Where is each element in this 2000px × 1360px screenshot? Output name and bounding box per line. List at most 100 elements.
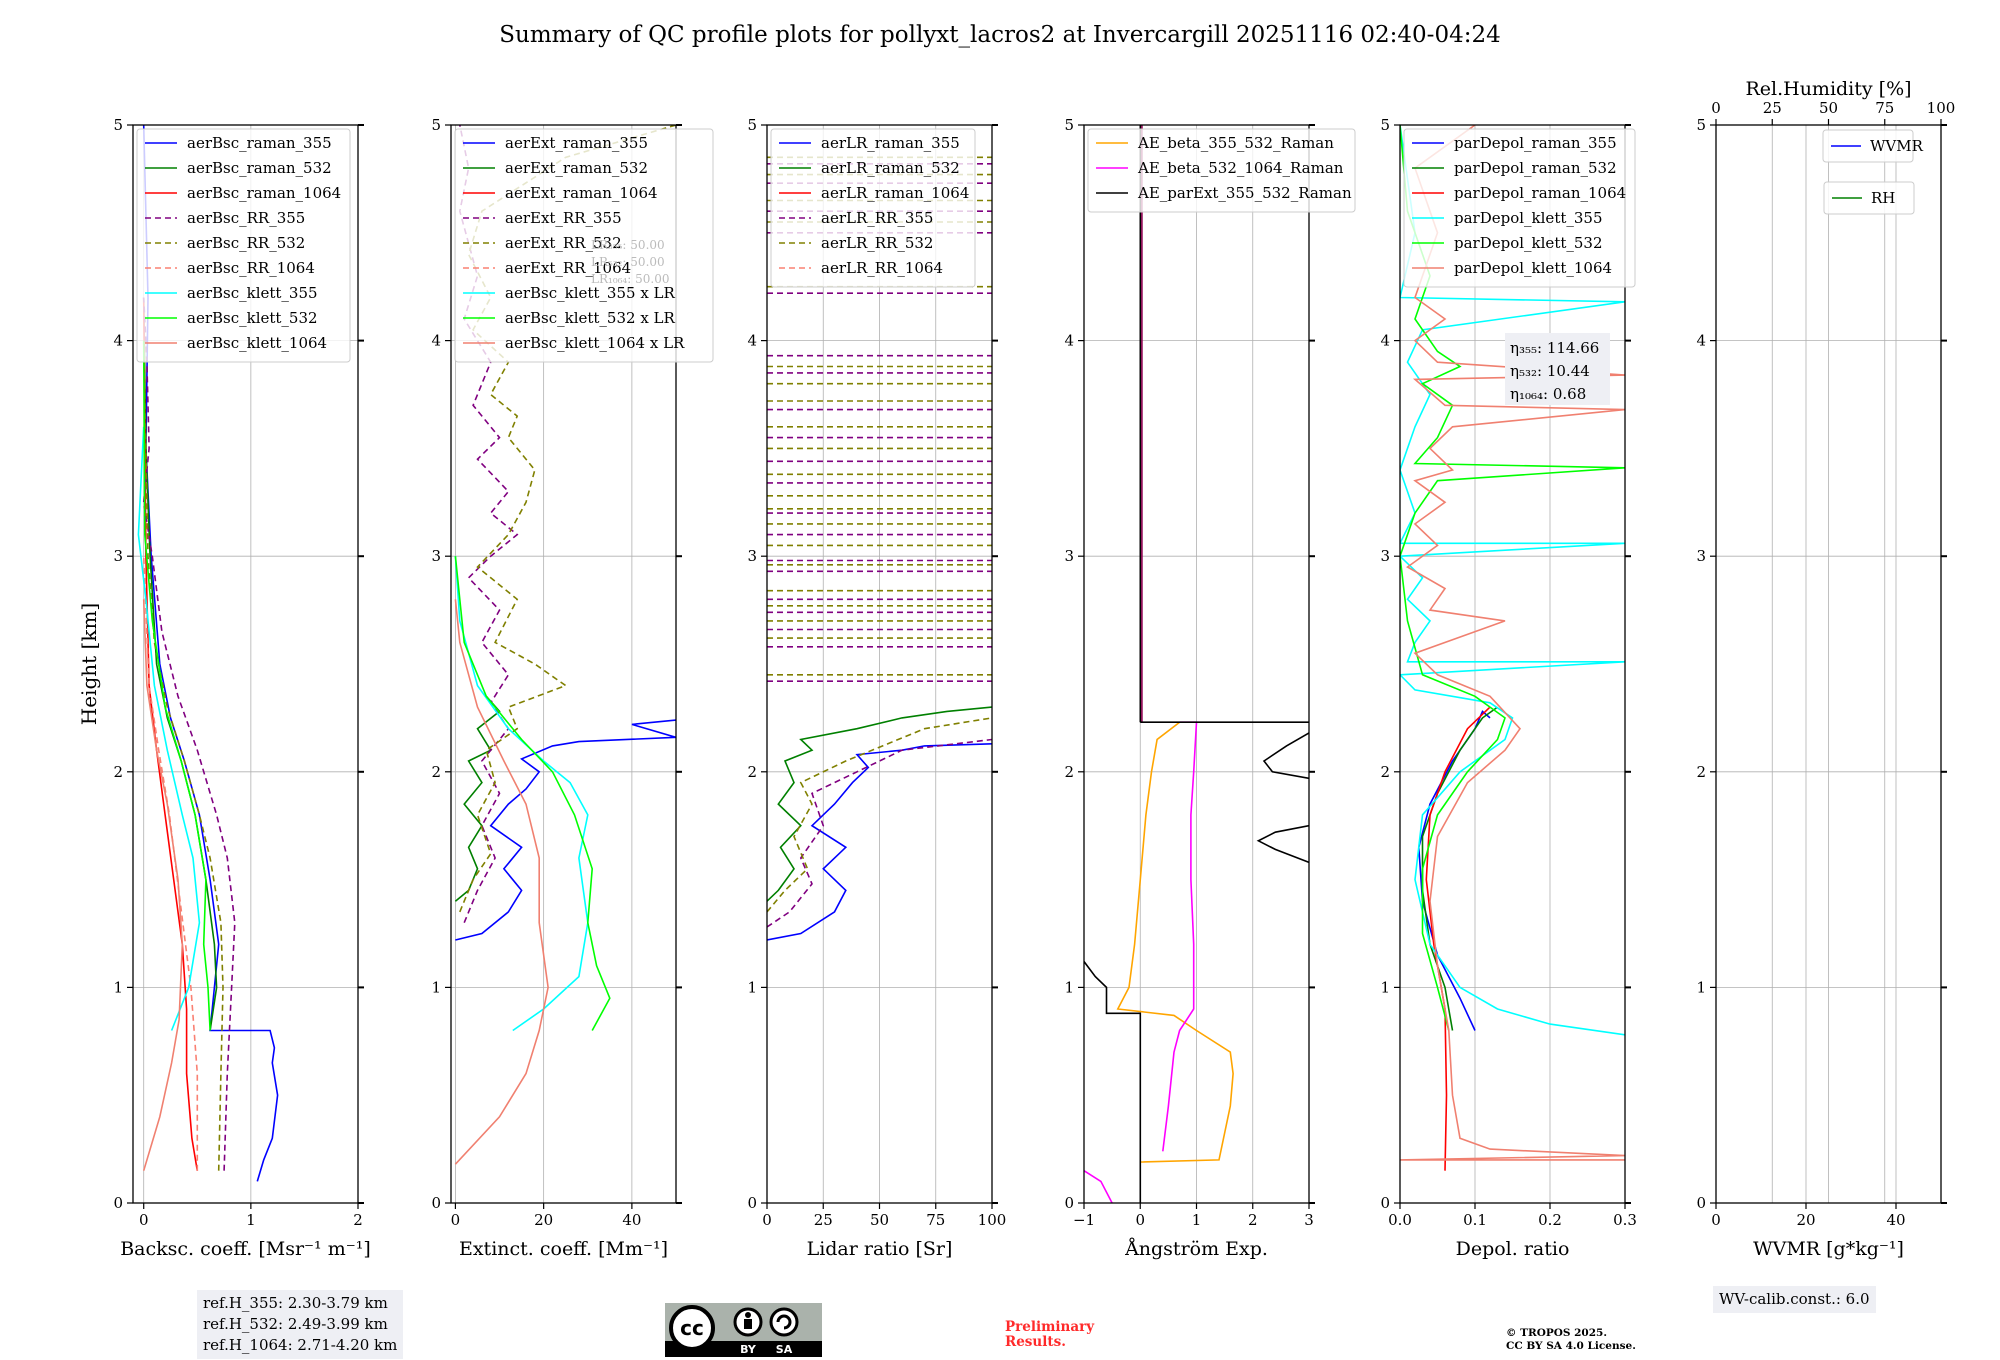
series-parDepol_raman_355 bbox=[1417, 710, 1491, 1031]
x-axis-label: Backsc. coeff. [Msr⁻¹ m⁻¹] bbox=[120, 1238, 371, 1260]
ref-height-355: ref.H_355: 2.30-3.79 km bbox=[203, 1294, 388, 1312]
y-tick-label: 0 bbox=[747, 1194, 757, 1212]
legend-label-parDepol_raman_1064: parDepol_raman_1064 bbox=[1454, 184, 1626, 202]
ref-height-532: ref.H_532: 2.49-3.99 km bbox=[203, 1315, 388, 1333]
legend: AE_beta_355_532_Raman AE_beta_532_1064_Ra… bbox=[1087, 128, 1356, 213]
legend-label-aerBsc_raman_1064: aerBsc_raman_1064 bbox=[187, 184, 341, 202]
preliminary-line-1: Preliminary bbox=[1005, 1319, 1095, 1335]
series-aerBsc_klett_1064 bbox=[142, 599, 184, 1171]
axes-frame bbox=[450, 124, 677, 1204]
y-tick-label: 0 bbox=[1380, 1194, 1390, 1212]
y-tick-label: 1 bbox=[747, 978, 757, 996]
series-parDepol_raman_532 bbox=[1421, 706, 1498, 1031]
wv-calib-box: WV-calib.const.: 6.0 bbox=[1713, 1286, 1876, 1313]
legend-label-aerExt_raman_532: aerExt_raman_532 bbox=[505, 159, 648, 177]
legend-label-RH: RH bbox=[1871, 189, 1895, 207]
secondary-x-axis-label: Rel.Humidity [%] bbox=[1745, 78, 1911, 100]
y-tick-label: 0 bbox=[113, 1194, 123, 1212]
x-tick-label: 0.1 bbox=[1463, 1211, 1487, 1229]
x-tick-label: 40 bbox=[1886, 1211, 1905, 1229]
y-tick-label: 5 bbox=[1064, 116, 1074, 134]
y-tick-label: 3 bbox=[113, 547, 123, 565]
legend-label-aerBsc_klett_1064 x LR: aerBsc_klett_1064 x LR bbox=[505, 334, 685, 352]
eta-annotation: η₁₀₆₄: 0.68 bbox=[1510, 385, 1586, 403]
series-aerExt_raman_532 bbox=[454, 695, 501, 902]
y-tick-label: 2 bbox=[1696, 763, 1706, 781]
series-aerBsc_klett_532 bbox=[142, 340, 211, 1031]
y-tick-label: 1 bbox=[1064, 978, 1074, 996]
x-tick-label: 0 bbox=[1135, 1211, 1145, 1229]
legend: aerExt_raman_355 aerExt_raman_532 aerExt_r… bbox=[454, 128, 714, 363]
x2-tick-label: 75 bbox=[1875, 99, 1894, 117]
legend-label-aerLR_raman_1064: aerLR_raman_1064 bbox=[821, 184, 969, 202]
y-tick-label: 1 bbox=[1380, 978, 1390, 996]
series-ae-parext-bump1 bbox=[1262, 732, 1309, 780]
legend-label-aerLR_RR_1064: aerLR_RR_1064 bbox=[821, 259, 943, 277]
legend-label-aerExt_RR_532: aerExt_RR_532 bbox=[505, 234, 622, 252]
x-tick-label: 20 bbox=[534, 1211, 553, 1229]
legend-label-aerLR_raman_532: aerLR_raman_532 bbox=[821, 159, 960, 177]
series-aerBsc_klett_532 x LR bbox=[454, 556, 611, 1031]
lr-annotation: LR₁₀₆₄: 50.00 bbox=[591, 272, 669, 286]
series-group bbox=[1400, 125, 1625, 1171]
y-tick-label: 0 bbox=[1696, 1194, 1706, 1212]
y-tick-label: 3 bbox=[747, 547, 757, 565]
y-tick-label: 4 bbox=[113, 332, 123, 350]
legend-label-parDepol_raman_355: parDepol_raman_355 bbox=[1454, 134, 1617, 152]
eta-annotation: η₃₅₅: 114.66 bbox=[1510, 339, 1599, 357]
x-tick-label: −1 bbox=[1073, 1211, 1095, 1229]
series-aerLR_raman_532 bbox=[767, 706, 992, 902]
legend-label-aerBsc_klett_355: aerBsc_klett_355 bbox=[187, 284, 318, 302]
y-tick-label: 3 bbox=[1380, 547, 1390, 565]
lr-annotation: LR₃₅₅: 50.00 bbox=[591, 238, 665, 252]
series-aerBsc_RR_355 bbox=[142, 297, 236, 1171]
series-AE_parExt_355_532_Raman bbox=[1084, 961, 1142, 1203]
legend-label-aerExt_RR_1064: aerExt_RR_1064 bbox=[505, 259, 631, 277]
x-tick-label: 25 bbox=[814, 1211, 833, 1229]
y-tick-label: 2 bbox=[1064, 763, 1074, 781]
y-tick-label: 4 bbox=[431, 332, 441, 350]
series-AE_beta_532_1064_Raman bbox=[1084, 1170, 1113, 1203]
y-tick-label: 2 bbox=[1380, 763, 1390, 781]
y-tick-label: 4 bbox=[1064, 332, 1074, 350]
x2-tick-label: 100 bbox=[1927, 99, 1956, 117]
figure-title: Summary of QC profile plots for pollyxt_… bbox=[499, 22, 1501, 48]
y-tick-label: 0 bbox=[431, 1194, 441, 1212]
ref-height-box: ref.H_355: 2.30-3.79 km ref.H_532: 2.49-… bbox=[197, 1290, 404, 1359]
legend-box bbox=[1087, 128, 1356, 213]
series-aerLR_RR_532 bbox=[767, 717, 992, 913]
legend-box bbox=[770, 128, 976, 288]
series-parDepol_klett_1064 bbox=[1400, 125, 1625, 1161]
legend-label-parDepol_raman_532: parDepol_raman_532 bbox=[1454, 159, 1617, 177]
series-parDepol_klett_355 bbox=[1400, 125, 1625, 1036]
x-tick-label: 40 bbox=[622, 1211, 641, 1229]
x-tick-label: 2 bbox=[353, 1211, 363, 1229]
y-tick-label: 0 bbox=[1064, 1194, 1074, 1212]
legend-label-aerBsc_RR_355: aerBsc_RR_355 bbox=[187, 209, 305, 227]
y-tick-label: 5 bbox=[113, 116, 123, 134]
x-tick-label: 1 bbox=[1192, 1211, 1202, 1229]
series-group bbox=[1084, 125, 1309, 1203]
y-tick-label: 4 bbox=[1696, 332, 1706, 350]
legend-label-parDepol_klett_1064: parDepol_klett_1064 bbox=[1454, 259, 1612, 277]
y-tick-label: 5 bbox=[1696, 116, 1706, 134]
x2-tick-label: 50 bbox=[1819, 99, 1838, 117]
x-tick-label: 0.2 bbox=[1538, 1211, 1562, 1229]
x-tick-label: 3 bbox=[1304, 1211, 1314, 1229]
x-tick-label: 0.0 bbox=[1388, 1211, 1412, 1229]
chart-depol: 0.0 0.1 0.2 0.3 0 1 2 3 4 5 Depol. ratio parDepol_r… bbox=[1380, 116, 1636, 1260]
x-tick-label: 0 bbox=[762, 1211, 772, 1229]
y-tick-label: 4 bbox=[1380, 332, 1390, 350]
series-aerExt_raman_355 bbox=[455, 719, 676, 941]
series-group bbox=[137, 125, 279, 1182]
y-tick-label: 4 bbox=[747, 332, 757, 350]
legend-label-aerBsc_raman_355: aerBsc_raman_355 bbox=[187, 134, 332, 152]
legend-label-aerLR_RR_355: aerLR_RR_355 bbox=[821, 209, 933, 227]
series-aerBsc_klett_355 x LR bbox=[454, 556, 589, 1032]
legend-label-parDepol_klett_355: parDepol_klett_355 bbox=[1454, 209, 1603, 227]
legend-label-aerBsc_raman_532: aerBsc_raman_532 bbox=[187, 159, 332, 177]
ref-height-1064: ref.H_1064: 2.71-4.20 km bbox=[203, 1336, 398, 1354]
y-tick-label: 1 bbox=[431, 978, 441, 996]
x-axis-label: Extinct. coeff. [Mm⁻¹] bbox=[459, 1238, 668, 1260]
